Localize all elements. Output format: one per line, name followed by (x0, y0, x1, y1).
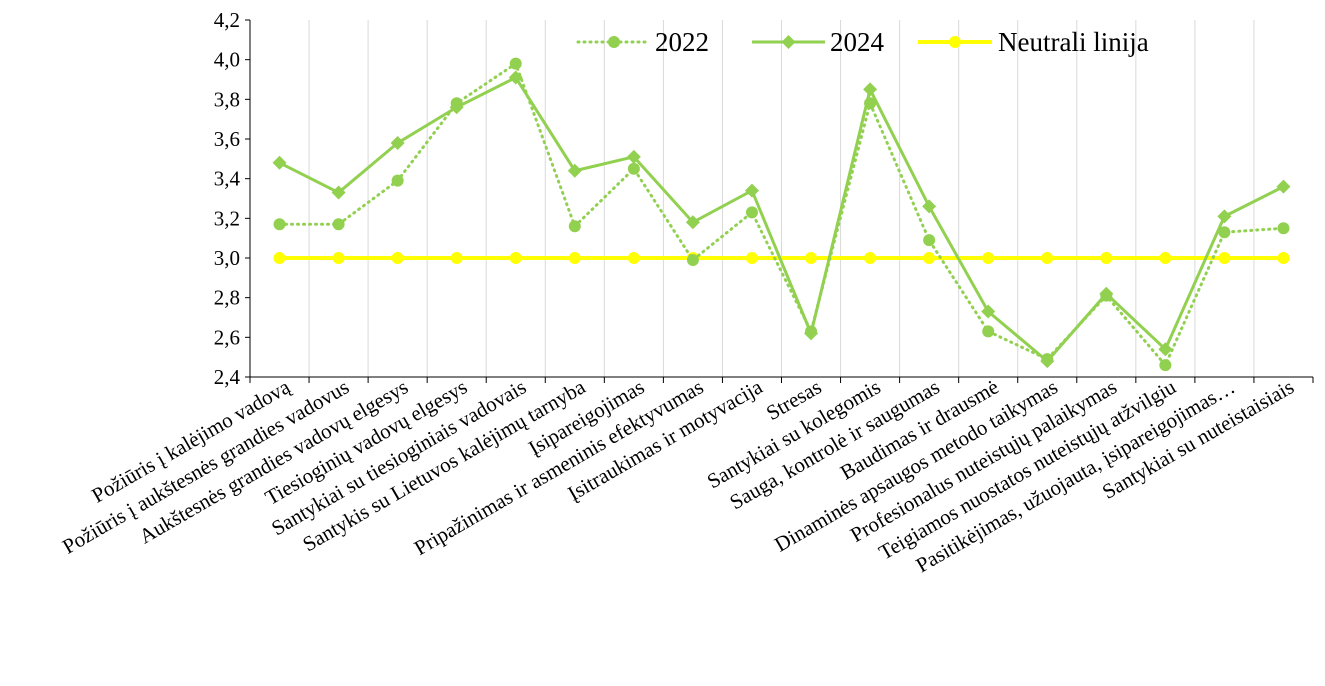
y-tick-label: 3,4 (214, 167, 241, 191)
y-tick-label: 3,2 (214, 206, 240, 230)
data-point (1158, 342, 1173, 357)
series-2024 (272, 70, 1291, 369)
data-point (1277, 252, 1290, 264)
data-point (686, 253, 699, 266)
data-point (568, 252, 581, 264)
data-point (332, 252, 345, 264)
y-tick-label: 3,0 (214, 246, 240, 270)
legend-label: 2022 (655, 27, 709, 57)
data-point (509, 57, 522, 70)
data-point (450, 252, 463, 264)
grid-lines (308, 20, 1255, 377)
y-tick-label: 3,6 (214, 127, 240, 151)
data-point (1276, 179, 1291, 194)
y-tick-labels: 2,4 2,6 2,8 3,0 3,2 3,4 3,6 3,8 4,0 4,2 (214, 8, 241, 389)
series-neutral-line (273, 252, 1290, 264)
data-point (1159, 252, 1172, 264)
series-layer (272, 57, 1291, 372)
y-tick-label: 4,0 (214, 48, 240, 72)
data-point (863, 82, 878, 97)
legend-label: 2024 (830, 27, 885, 57)
legend-marker (781, 35, 796, 49)
legend-entry: 2024 (752, 27, 885, 57)
y-tick-label: 3,8 (214, 87, 240, 111)
data-point (864, 252, 877, 264)
data-point (391, 174, 404, 187)
legend-entry: Neutrali linija (918, 27, 1149, 57)
data-point (1277, 222, 1290, 235)
data-point (331, 185, 346, 200)
legend: 2022 2024 Neutrali linija (576, 27, 1149, 57)
y-tick-label: 2,6 (214, 325, 240, 349)
data-point (685, 215, 700, 230)
data-point (982, 325, 995, 338)
data-point (332, 218, 345, 231)
data-point (923, 234, 936, 247)
y-tick-label: 4,2 (214, 8, 240, 32)
data-point (1041, 252, 1054, 264)
data-point (1217, 209, 1232, 224)
y-tick-label: 2,4 (214, 365, 241, 389)
data-point (627, 162, 640, 175)
data-point (1218, 226, 1231, 239)
data-point (923, 252, 936, 264)
data-point (922, 199, 937, 214)
y-tick-label: 2,8 (214, 286, 240, 310)
data-point (1100, 252, 1113, 264)
data-point (745, 252, 758, 264)
data-point (509, 252, 522, 264)
legend-marker (949, 36, 961, 48)
data-point (745, 206, 758, 219)
data-point (273, 252, 286, 264)
data-point (273, 218, 286, 231)
legend-label: Neutrali linija (998, 27, 1149, 57)
series-line (278, 75, 1285, 364)
data-point (627, 252, 640, 264)
data-point (1040, 354, 1055, 369)
data-point (805, 252, 818, 264)
data-point (804, 326, 819, 341)
data-point (272, 155, 287, 170)
axes (245, 19, 1314, 383)
legend-entry: 2022 (576, 27, 709, 57)
data-point (1099, 286, 1114, 301)
data-point (508, 70, 523, 85)
data-point (981, 304, 996, 319)
data-point (390, 135, 405, 150)
data-point (449, 100, 464, 115)
data-point (744, 183, 759, 198)
data-point (1218, 252, 1231, 264)
data-point (1159, 359, 1172, 372)
data-point (626, 149, 641, 164)
data-point (982, 252, 995, 264)
data-point (567, 163, 582, 178)
legend-marker (608, 36, 620, 48)
data-point (568, 220, 581, 233)
data-point (391, 252, 404, 264)
